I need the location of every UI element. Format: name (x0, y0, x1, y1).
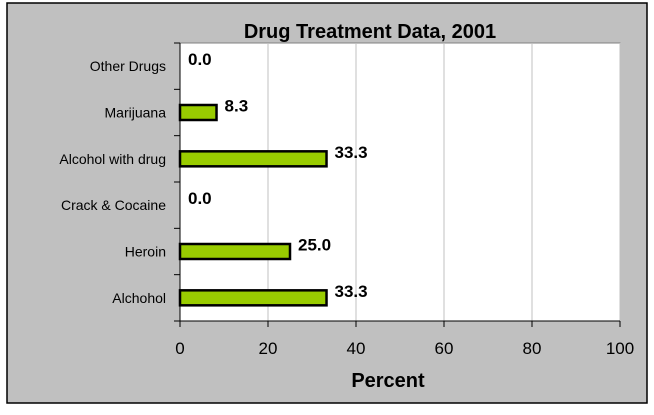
bar (178, 150, 328, 168)
y-tick-label: Other Drugs (90, 58, 166, 74)
bar (178, 289, 328, 307)
chart-title: Drug Treatment Data, 2001 (244, 21, 496, 43)
x-tick-label: 80 (523, 339, 542, 358)
x-tick-label: 100 (606, 339, 634, 358)
y-tick-label: Alchohol (112, 290, 166, 306)
y-tick-label: Marijuana (105, 105, 167, 121)
y-tick-label: Heroin (125, 244, 166, 260)
y-tick-label: Crack & Cocaine (61, 197, 166, 213)
x-axis: 0 20 40 60 80 100 (175, 320, 634, 358)
x-tick-label: 40 (347, 339, 366, 358)
data-label: 25.0 (298, 236, 331, 255)
data-label: 33.3 (335, 143, 368, 162)
x-tick-label: 0 (175, 339, 184, 358)
data-label: 8.3 (225, 97, 249, 116)
data-label: 0.0 (188, 189, 212, 208)
value-labels: 0.0 8.3 33.3 0.0 25.0 33.3 (188, 50, 368, 301)
data-label: 0.0 (188, 50, 212, 69)
x-tick-label: 20 (259, 339, 278, 358)
x-axis-label: Percent (351, 370, 425, 392)
y-tick-label: Alcohol with drug (59, 151, 166, 167)
gridlines (267, 43, 621, 321)
bar (178, 103, 218, 122)
x-tick-label: 60 (435, 339, 454, 358)
bar (178, 242, 292, 261)
data-label: 33.3 (335, 282, 368, 301)
plot-background (179, 42, 621, 322)
y-axis: Other Drugs Marijuana Alcohol with drug Cra… (59, 42, 181, 322)
bars (178, 103, 328, 307)
